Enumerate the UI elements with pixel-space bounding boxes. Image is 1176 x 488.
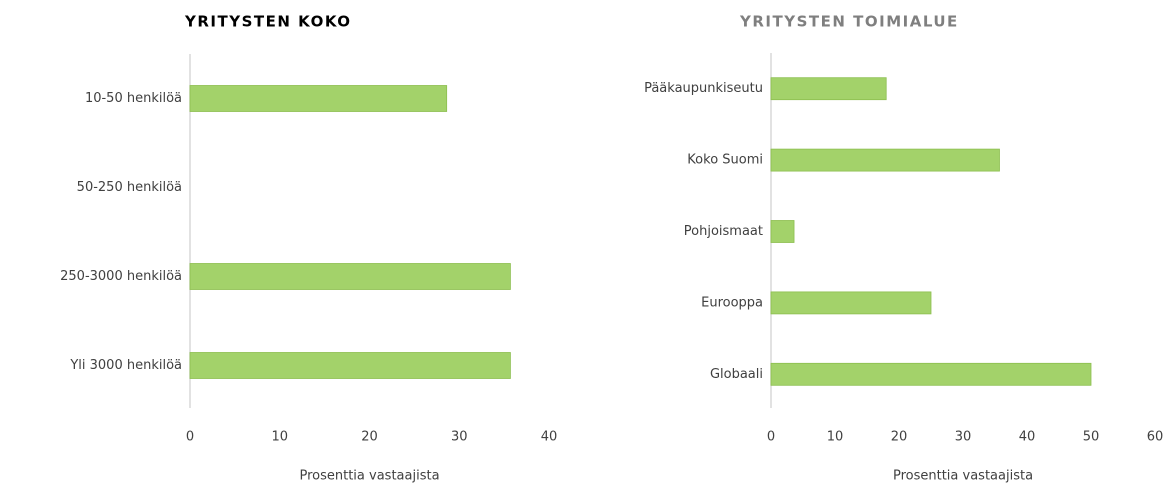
x-tick-label: 0 xyxy=(767,430,775,445)
y-tick-label: Yli 3000 henkilöä xyxy=(69,358,182,373)
x-tick-label: 0 xyxy=(186,430,194,445)
y-tick-label: Globaali xyxy=(710,367,763,382)
bar xyxy=(189,352,511,379)
y-tick-label: 50-250 henkilöä xyxy=(77,180,182,195)
y-tick-label: Pohjoismaat xyxy=(684,224,763,239)
bar xyxy=(770,291,932,315)
bar xyxy=(189,85,448,112)
bar xyxy=(770,77,887,101)
y-tick-label: Koko Suomi xyxy=(687,153,763,168)
chart-title: YRITYSTEN KOKO xyxy=(184,13,352,31)
y-tick-label: 10-50 henkilöä xyxy=(85,91,182,106)
y-tick-label: 250-3000 henkilöä xyxy=(60,269,182,284)
x-tick-label: 10 xyxy=(827,430,844,445)
y-tick-label: Pääkaupunkiseutu xyxy=(644,81,763,96)
x-axis-label: Prosenttia vastaajista xyxy=(299,469,439,484)
y-tick-label: Eurooppa xyxy=(701,295,763,310)
x-tick-label: 30 xyxy=(451,430,468,445)
x-tick-label: 20 xyxy=(361,430,378,445)
x-tick-label: 40 xyxy=(541,430,558,445)
chart-title: YRITYSTEN TOIMIALUE xyxy=(739,13,959,31)
x-tick-label: 60 xyxy=(1147,430,1164,445)
bar xyxy=(189,263,511,290)
x-tick-label: 20 xyxy=(891,430,908,445)
bar xyxy=(770,220,795,243)
x-tick-label: 50 xyxy=(1083,430,1100,445)
x-tick-label: 10 xyxy=(271,430,288,445)
bar xyxy=(770,148,1000,172)
x-tick-label: 40 xyxy=(1019,430,1036,445)
x-axis-label: Prosenttia vastaajista xyxy=(893,469,1033,484)
bar xyxy=(770,362,1092,386)
x-tick-label: 30 xyxy=(955,430,972,445)
